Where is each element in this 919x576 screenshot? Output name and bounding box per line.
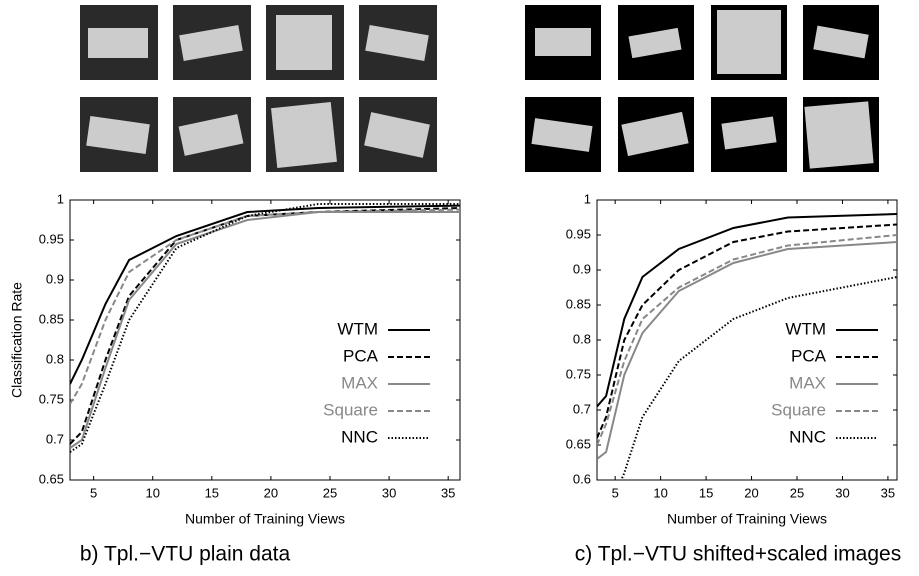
y-tick-label: 0.9 [46, 271, 64, 286]
series-line [70, 204, 460, 385]
series-line [597, 213, 897, 408]
series-line [597, 234, 897, 446]
x-tick-label: 15 [699, 485, 713, 500]
plot-frame [596, 199, 898, 481]
x-tick-label: 20 [264, 485, 278, 500]
legend-label: PCA [343, 346, 379, 365]
series-line [620, 276, 897, 480]
thumbnails-left [80, 5, 437, 172]
legend-label: MAX [789, 373, 826, 392]
series-line [70, 208, 460, 405]
series-line [597, 241, 897, 460]
y-tick-label: 0.7 [573, 401, 591, 416]
x-tick-label: 20 [744, 485, 758, 500]
x-tick-label: 25 [323, 485, 337, 500]
y-tick-label: 0.65 [39, 471, 64, 486]
y-tick-label: 0.9 [573, 261, 591, 276]
x-tick-label: 5 [612, 485, 619, 500]
legend-label: MAX [341, 373, 378, 392]
x-axis-label: Number of Training Views [667, 511, 827, 527]
x-tick-label: 30 [835, 485, 849, 500]
legend-label: Square [771, 400, 826, 419]
y-tick-label: 0.75 [566, 366, 591, 381]
x-tick-label: 35 [441, 485, 455, 500]
thumbnails-right [525, 5, 879, 172]
x-tick-label: 10 [145, 485, 159, 500]
y-tick-label: 0.6 [573, 471, 591, 486]
y-tick-label: 0.95 [39, 231, 64, 246]
y-axis-label: Classification Rate [9, 282, 25, 398]
y-tick-label: 0.85 [39, 311, 64, 326]
plot-frame [69, 199, 461, 481]
y-tick-label: 1 [57, 191, 64, 206]
plot-area [597, 213, 897, 480]
series-line [597, 223, 897, 439]
y-tick-label: 0.75 [39, 391, 64, 406]
y-tick-label: 0.8 [573, 331, 591, 346]
series-line [70, 203, 460, 453]
x-tick-label: 10 [653, 485, 667, 500]
caption: b) Tpl.−VTU plain data [80, 543, 291, 566]
y-tick-label: 0.85 [566, 296, 591, 311]
x-axis-label: Number of Training Views [185, 511, 345, 527]
y-tick-label: 0.65 [566, 436, 591, 451]
x-tick-label: 35 [881, 485, 895, 500]
y-tick-label: 1 [584, 191, 591, 206]
y-tick-label: 0.95 [566, 226, 591, 241]
caption: c) Tpl.−VTU shifted+scaled images [575, 543, 901, 566]
y-tick-label: 0.8 [46, 351, 64, 366]
series-line [70, 207, 460, 445]
legend-label: NNC [341, 427, 378, 446]
y-tick-label: 0.7 [46, 431, 64, 446]
legend-label: Square [323, 400, 378, 419]
x-tick-label: 25 [790, 485, 804, 500]
legend-label: NNC [789, 427, 826, 446]
legend-label: PCA [791, 346, 827, 365]
legend-label: WTM [337, 319, 378, 338]
legend-label: WTM [785, 319, 826, 338]
x-tick-label: 30 [382, 485, 396, 500]
x-tick-label: 5 [90, 485, 97, 500]
x-tick-label: 15 [205, 485, 219, 500]
plot-area [70, 203, 460, 453]
